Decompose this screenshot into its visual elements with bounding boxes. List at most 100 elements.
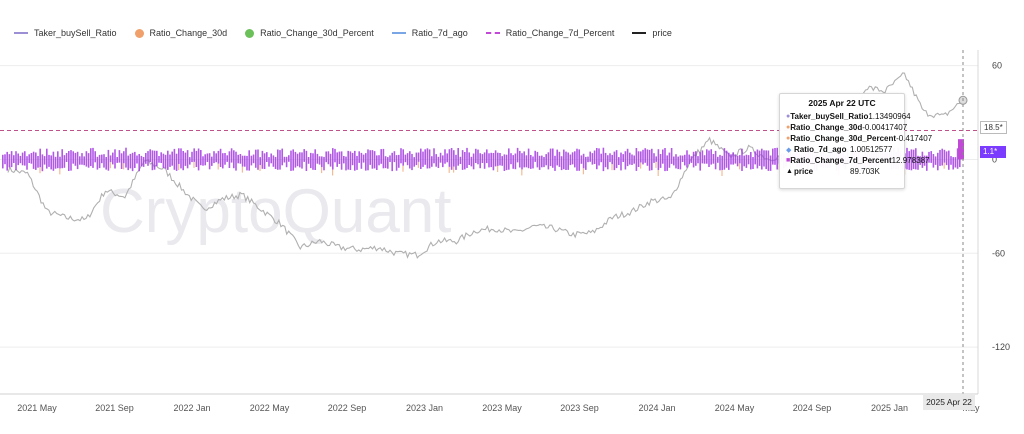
ratio-bar xyxy=(114,149,116,169)
ratio-bar xyxy=(329,153,332,167)
legend-item[interactable]: Taker_buySell_Ratio xyxy=(14,28,117,38)
legend-item[interactable]: Ratio_7d_ago xyxy=(391,28,468,38)
ratio-bar xyxy=(79,156,81,165)
ratio-bar xyxy=(145,153,147,164)
ratio-bar xyxy=(301,152,303,169)
ratio-bar xyxy=(171,151,173,166)
ratio-bar xyxy=(237,154,239,164)
ratio-bar xyxy=(235,151,237,171)
ratio-bar xyxy=(76,151,79,170)
ratio-bar xyxy=(527,148,530,169)
ratio-bar xyxy=(10,151,13,168)
ratio-bar xyxy=(686,150,688,168)
ratio-bar xyxy=(446,153,448,163)
ratio-bar xyxy=(393,151,396,163)
ratio-bar xyxy=(211,156,213,166)
ratio-bar xyxy=(750,152,752,170)
ratio-bar xyxy=(585,156,587,170)
ratio-bar xyxy=(116,157,118,163)
ratio-bar xyxy=(565,151,567,170)
ratio-change-30d-mark xyxy=(259,165,261,171)
ratio-bar xyxy=(59,156,61,169)
ratio-bar xyxy=(664,148,666,172)
ratio-change-30d-mark xyxy=(943,162,945,169)
ratio-bar xyxy=(332,148,334,170)
legend-item[interactable]: Ratio_Change_30d_Percent xyxy=(245,28,374,38)
legend-item[interactable]: Ratio_Change_7d_Percent xyxy=(485,28,614,38)
ratio-bar xyxy=(162,153,165,168)
ratio-bar xyxy=(336,152,338,167)
ratio-bar xyxy=(8,154,11,168)
ratio-bar xyxy=(765,150,767,170)
tooltip-marker-icon: ● xyxy=(786,113,791,120)
x-tick-label: 2023 May xyxy=(482,403,522,413)
ratio-bar xyxy=(582,153,585,169)
ratio-bar xyxy=(19,155,22,164)
chart-legend: Taker_buySell_Ratio Ratio_Change_30d Ratio… xyxy=(14,24,672,42)
tooltip-series-value: 1.00512577 xyxy=(850,145,893,154)
ratio-bar xyxy=(318,156,321,165)
ratio-bar xyxy=(158,156,160,163)
ratio-bar xyxy=(428,149,431,169)
ratio-bar xyxy=(574,151,576,168)
ratio-bar xyxy=(140,155,143,167)
ratio-bar xyxy=(219,148,222,167)
ratio-bar xyxy=(697,156,699,164)
ratio-bar xyxy=(406,153,409,166)
ratio-bar xyxy=(222,153,224,169)
highlight-bar xyxy=(958,139,964,160)
ratio-bar xyxy=(334,148,336,163)
ratio-bar xyxy=(912,149,915,169)
tooltip-title: 2025 Apr 22 UTC xyxy=(808,98,876,108)
ratio-bar xyxy=(948,150,950,170)
ratio-bar xyxy=(373,151,376,169)
ratio-bar xyxy=(277,149,279,170)
ratio-bar xyxy=(714,150,717,170)
ratio-bar xyxy=(763,150,765,167)
ratio-bar xyxy=(244,155,246,167)
ratio-bar xyxy=(587,156,589,163)
x-tick-label: 2022 Sep xyxy=(328,403,367,413)
ratio-bar xyxy=(741,148,743,171)
ratio-bar xyxy=(92,147,94,168)
ratio-bar xyxy=(68,151,70,171)
ratio-bar xyxy=(747,155,750,165)
ratio-bar xyxy=(54,156,57,169)
legend-label: Ratio_7d_ago xyxy=(411,28,468,38)
ratio-change-30d-mark xyxy=(332,169,334,176)
y-tick-label: -60 xyxy=(992,248,1005,258)
ratio-bar xyxy=(376,155,378,170)
ratio-bar xyxy=(492,153,495,171)
ratio-bar xyxy=(101,154,103,164)
ratio-bar xyxy=(263,153,266,169)
ratio-bar xyxy=(604,152,607,168)
legend-label: price xyxy=(652,28,672,38)
ratio-bar xyxy=(730,154,732,165)
ratio-bar xyxy=(153,150,156,170)
ratio-bar xyxy=(105,157,107,170)
ratio-bar xyxy=(928,151,930,163)
ratio-bar xyxy=(956,148,959,169)
legend-item[interactable]: price xyxy=(632,28,672,38)
ratio-bar xyxy=(635,148,638,171)
ratio-bar xyxy=(453,150,455,167)
ratio-bar xyxy=(283,156,286,163)
ratio-bar xyxy=(622,154,624,162)
ratio-change-30d-mark xyxy=(59,168,61,175)
ratio-bar xyxy=(739,155,741,164)
ratio-bar xyxy=(602,147,605,172)
ratio-bar xyxy=(112,152,114,165)
legend-item[interactable]: Ratio_Change_30d xyxy=(134,28,228,38)
tooltip-series-value: 12.978387 xyxy=(891,156,930,165)
legend-label: Ratio_Change_30d xyxy=(149,28,228,38)
ratio-bar xyxy=(50,155,52,170)
ratio-bar xyxy=(15,151,17,170)
ratio-bar xyxy=(615,150,618,169)
ratio-bar xyxy=(402,149,404,166)
ratio-bar xyxy=(296,153,299,167)
ratio-bar xyxy=(692,151,695,168)
ratio-bar xyxy=(950,156,952,165)
ratio-bar xyxy=(340,151,343,170)
ratio-bar xyxy=(94,151,96,163)
ratio-bar xyxy=(257,149,259,170)
